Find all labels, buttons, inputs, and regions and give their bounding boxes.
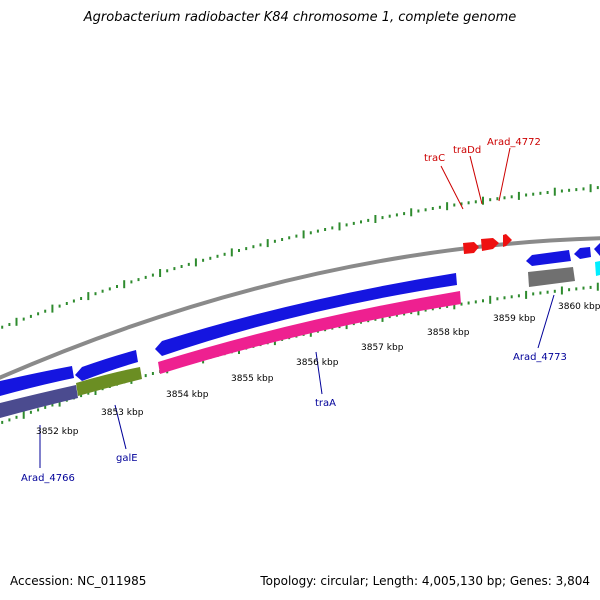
label-traC: traC bbox=[424, 153, 445, 164]
tick-label-3853: 3853 kbp bbox=[101, 408, 144, 418]
tick-label-3852: 3852 kbp bbox=[36, 427, 79, 437]
label-galE: galE bbox=[116, 453, 138, 464]
leader-arad-4773 bbox=[537, 294, 555, 349]
label-arad-4766: Arad_4766 bbox=[21, 473, 75, 484]
gene-traA-blue[interactable] bbox=[155, 273, 457, 356]
gene-galE[interactable] bbox=[76, 367, 142, 396]
gene-arad-4773[interactable] bbox=[528, 267, 575, 287]
gene-traA[interactable] bbox=[158, 291, 461, 374]
gene-blue-right-b[interactable] bbox=[574, 247, 591, 259]
tick-label-3857: 3857 kbp bbox=[361, 343, 404, 353]
gene-cyan[interactable] bbox=[595, 261, 600, 276]
gene-blue-right-c[interactable] bbox=[594, 243, 600, 256]
label-traDd: traDd bbox=[453, 145, 481, 156]
label-traA: traA bbox=[315, 398, 336, 409]
tick-label-3859: 3859 kbp bbox=[493, 314, 536, 324]
leader-traDd bbox=[469, 155, 483, 205]
gene-blue-left-a[interactable] bbox=[75, 350, 138, 381]
gene-blue-right-a[interactable] bbox=[526, 250, 571, 266]
tick-label-3858: 3858 kbp bbox=[427, 328, 470, 338]
tick-label-3856: 3856 kbp bbox=[296, 358, 339, 368]
tick-label-3854: 3854 kbp bbox=[166, 390, 209, 400]
gene-traDd[interactable] bbox=[481, 238, 499, 251]
leader-traC bbox=[440, 165, 464, 210]
accession-text: Accession: NC_011985 bbox=[10, 574, 147, 588]
tick-label-3860: 3860 kbp bbox=[558, 302, 600, 312]
tick-label-3855: 3855 kbp bbox=[231, 374, 274, 384]
label-arad-4772: Arad_4772 bbox=[487, 137, 541, 148]
map-title: Agrobacterium radiobacter K84 chromosome… bbox=[83, 10, 517, 25]
gene-blue-left-b[interactable] bbox=[0, 366, 74, 396]
leader-traA bbox=[315, 351, 323, 395]
chromosome-backbone bbox=[0, 236, 600, 380]
leader-arad-4772 bbox=[498, 147, 511, 202]
gene-traC[interactable] bbox=[463, 242, 479, 254]
label-arad-4773: Arad_4773 bbox=[513, 352, 567, 363]
gene-arad-4766[interactable] bbox=[0, 385, 78, 418]
genome-summary-text: Topology: circular; Length: 4,005,130 bp… bbox=[260, 574, 590, 588]
leader-galE bbox=[114, 404, 127, 450]
gene-arad-4772[interactable] bbox=[503, 234, 512, 247]
outer-tick-track bbox=[1, 184, 599, 329]
